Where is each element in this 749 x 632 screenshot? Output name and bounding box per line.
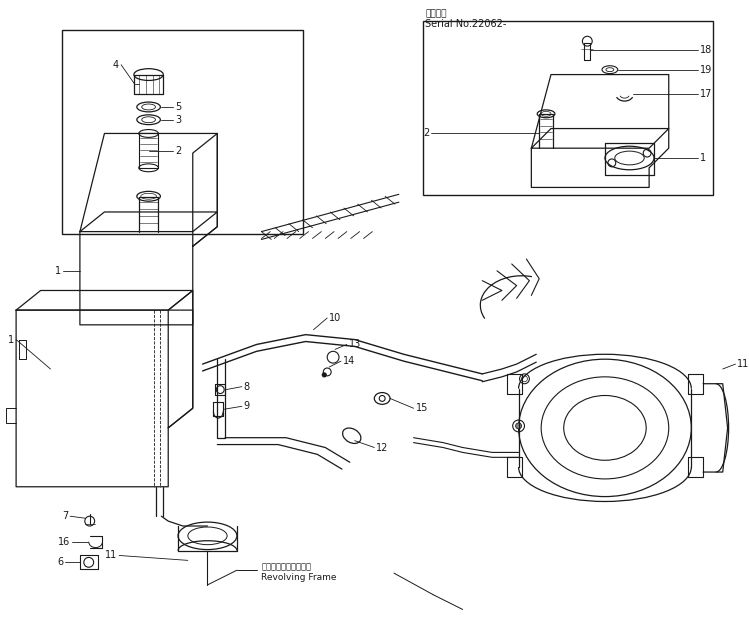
Text: 13: 13 [349, 339, 361, 349]
Text: 3: 3 [175, 115, 181, 125]
Text: 適用号機: 適用号機 [425, 9, 447, 18]
Text: 9: 9 [243, 401, 250, 411]
Text: Revolving Frame: Revolving Frame [261, 573, 337, 581]
Text: 1: 1 [55, 266, 61, 276]
Text: 18: 18 [700, 45, 712, 55]
Text: Serial No.22062-: Serial No.22062- [425, 18, 507, 28]
Text: 15: 15 [416, 403, 428, 413]
Text: 2: 2 [175, 146, 181, 156]
Text: 1: 1 [700, 153, 706, 163]
Text: 8: 8 [243, 382, 250, 392]
Text: 1: 1 [8, 334, 14, 344]
Text: レボルビングフレーム: レボルビングフレーム [261, 562, 312, 572]
Text: 17: 17 [700, 89, 712, 99]
Text: 6: 6 [57, 557, 63, 568]
Text: 5: 5 [175, 102, 181, 112]
Text: 7: 7 [62, 511, 68, 521]
Text: 11: 11 [738, 359, 749, 369]
Bar [423, 21, 713, 195]
Text: 19: 19 [700, 64, 712, 75]
Text: 14: 14 [343, 356, 355, 366]
Text: 12: 12 [376, 442, 389, 453]
Text: 16: 16 [58, 537, 70, 547]
Circle shape [515, 423, 521, 429]
Circle shape [322, 373, 327, 377]
Text: 2: 2 [423, 128, 429, 138]
Text: 4: 4 [113, 60, 119, 70]
Text: 11: 11 [105, 550, 117, 561]
Text: 10: 10 [329, 313, 342, 323]
Bar [62, 30, 303, 234]
